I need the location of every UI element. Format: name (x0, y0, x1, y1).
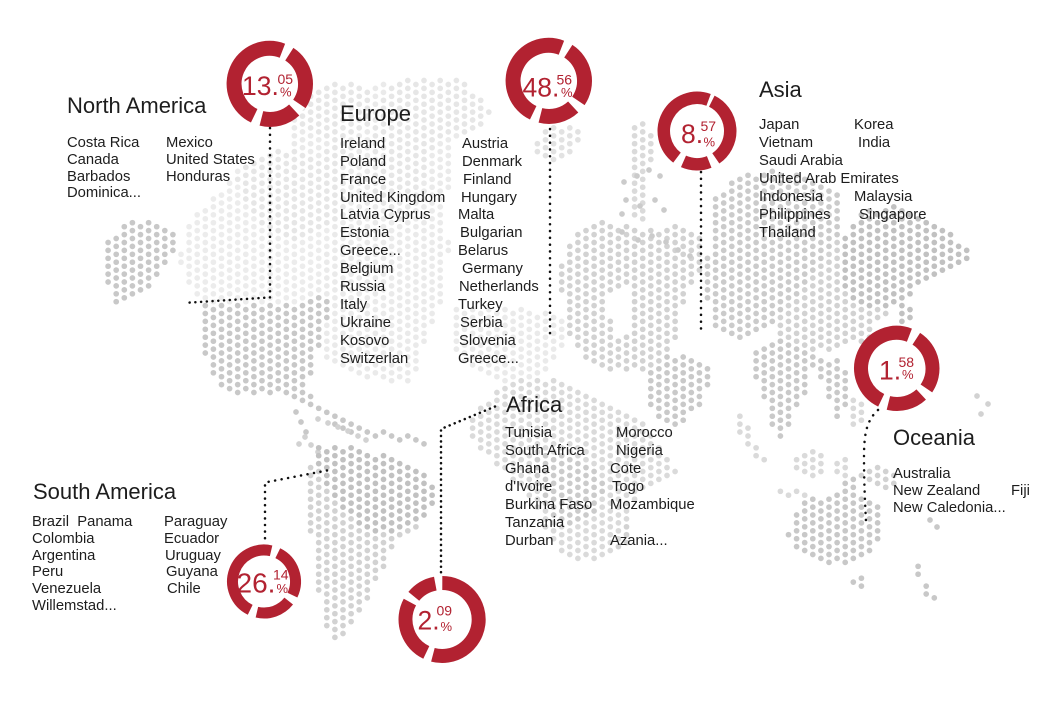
svg-text:%: % (561, 85, 573, 100)
svg-text:05: 05 (278, 71, 294, 87)
svg-text:26.: 26. (237, 568, 276, 599)
svg-text:%: % (277, 581, 289, 596)
svg-text:13.: 13. (242, 71, 279, 101)
svg-text:56: 56 (557, 71, 573, 87)
svg-text:%: % (902, 367, 914, 382)
svg-text:48.: 48. (523, 72, 560, 102)
svg-text:09: 09 (437, 603, 453, 619)
svg-text:58: 58 (899, 354, 915, 370)
svg-text:%: % (704, 135, 716, 150)
svg-text:57: 57 (701, 118, 717, 134)
svg-text:1.: 1. (879, 356, 901, 386)
svg-text:14: 14 (273, 567, 289, 583)
svg-text:%: % (441, 619, 453, 634)
svg-text:%: % (280, 85, 292, 100)
svg-text:2.: 2. (418, 606, 440, 636)
svg-text:8.: 8. (681, 119, 703, 149)
